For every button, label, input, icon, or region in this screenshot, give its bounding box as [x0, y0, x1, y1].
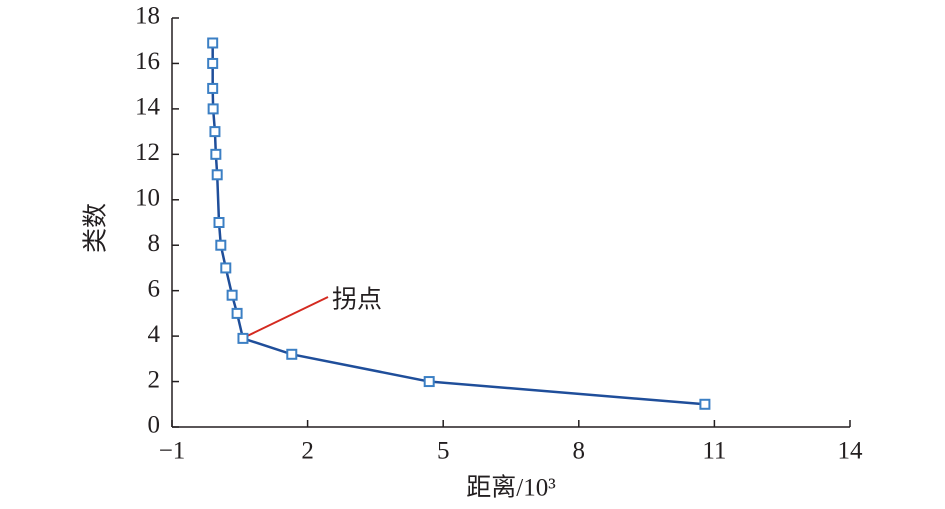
data-marker: [220, 262, 232, 274]
data-marker: [207, 103, 219, 115]
data-marker: [213, 217, 225, 228]
data-marker: [209, 126, 221, 138]
data-line: [211, 42, 706, 406]
data-marker: [286, 348, 298, 360]
x-tick-label: 5: [437, 438, 450, 465]
y-tick-label: 10: [135, 185, 160, 212]
data-marker: [423, 376, 435, 388]
y-tick-label: 14: [135, 94, 161, 121]
y-tick-label: 4: [148, 321, 161, 348]
y-tick-label: 18: [135, 3, 160, 30]
y-tick-label: 2: [148, 366, 161, 393]
data-marker: [231, 307, 243, 319]
x-axis-label: 距离/10³: [466, 474, 556, 502]
data-marker: [210, 148, 222, 160]
y-tick-label: 0: [148, 412, 161, 439]
data-marker: [699, 398, 711, 410]
x-tick-label: 14: [838, 438, 864, 465]
data-marker: [207, 82, 219, 94]
y-tick-label: 6: [148, 275, 161, 302]
data-marker: [211, 169, 223, 181]
y-tick-label: 16: [135, 48, 160, 75]
data-marker: [237, 332, 249, 344]
annotation-line: [242, 296, 329, 339]
x-tick-label: 8: [573, 438, 586, 465]
data-marker: [207, 57, 219, 69]
y-tick-label: 12: [135, 139, 160, 166]
x-tick-label: 2: [301, 438, 314, 465]
x-tick-label: 11: [702, 438, 726, 465]
y-tick-label: 8: [148, 230, 161, 257]
annotation: 拐点: [332, 286, 382, 314]
x-tick-label: −1: [159, 438, 186, 465]
data-marker: [226, 289, 238, 301]
data-marker: [207, 37, 219, 49]
y-axis-label: 类数: [82, 203, 110, 253]
data-marker: [215, 239, 227, 251]
